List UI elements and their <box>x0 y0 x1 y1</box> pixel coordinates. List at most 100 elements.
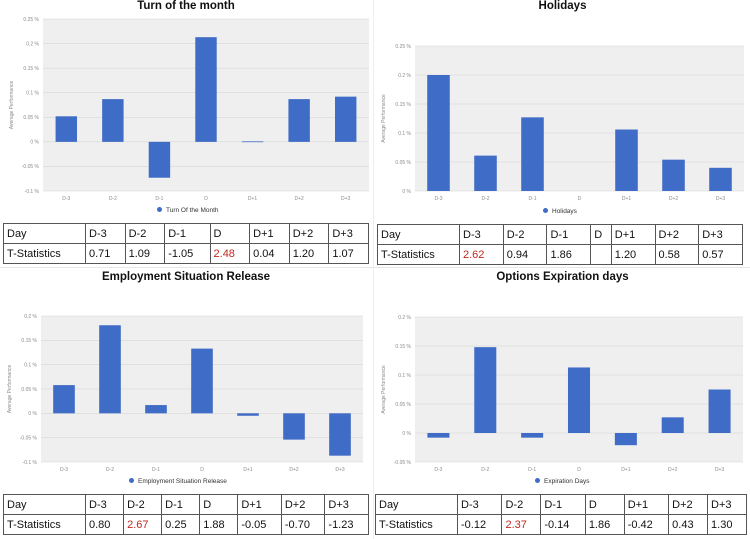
y-tick-label: 0.1 % <box>24 362 37 368</box>
x-tick-label: D+3 <box>335 467 345 473</box>
bar <box>148 141 171 178</box>
t-value-cell: 1.07 <box>328 243 369 264</box>
bar <box>567 367 591 433</box>
x-tick-label: D+1 <box>243 467 253 473</box>
t-statistics-table: Day D-3 D-2 D-1 D D+1 D+2 D+3 T-Statistics 0.71 1.… <box>3 223 369 264</box>
day-header-cell: D-3 <box>85 223 126 244</box>
panel-options-expiration-days: Options Expiration days -0.05 % 0 % 0.05 %… <box>375 268 750 539</box>
x-tick-label: D-2 <box>109 196 117 202</box>
y-tick-label: 0.2 % <box>398 73 411 79</box>
day-header-cell: D+2 <box>668 494 709 515</box>
row-label-t-statistics: T-Statistics <box>375 514 458 535</box>
y-tick-label: 0.15 % <box>23 66 39 72</box>
bar <box>474 347 497 433</box>
y-tick-label: 0.1 % <box>398 373 411 379</box>
t-value-cell: 1.88 <box>199 514 239 535</box>
t-value-cell: -0.42 <box>623 514 670 535</box>
legend-label: Expiration Days <box>544 478 590 485</box>
y-tick-label: 0.2 % <box>398 315 411 321</box>
row-label-t-statistics: T-Statistics <box>3 514 86 535</box>
legend-label: Holidays <box>552 208 577 215</box>
panel-turn-of-the-month: Turn of the month -0.1 % -0.05 % 0 % 0.05 %… <box>0 0 372 265</box>
legend-marker <box>157 207 162 212</box>
bar-chart-turn-of-the-month: -0.1 % -0.05 % 0 % 0.05 % 0.1 % 0.15 % 0.2 % 0.… <box>9 17 369 202</box>
y-tick-label: 0.05 % <box>21 387 37 393</box>
day-header-cell: D-2 <box>124 223 166 244</box>
bar <box>709 167 732 191</box>
bar <box>427 75 450 191</box>
x-tick-label: D-3 <box>434 196 442 202</box>
y-tick-label: 0 % <box>28 411 37 417</box>
plot-area <box>415 46 744 191</box>
chart-title: Options Expiration days <box>496 271 629 283</box>
t-statistics-table: Day D-3 D-2 D-1 D D+1 D+2 D+3 T-Statistics -0.12 2… <box>375 494 747 535</box>
bar <box>53 385 75 414</box>
t-statistics-table: Day D-3 D-2 D-1 D D+1 D+2 D+3 T-Statistics 2.62 0.… <box>377 224 743 265</box>
bar <box>288 99 310 142</box>
day-header-cell: D+1 <box>610 224 656 245</box>
table-header-row: Day D-3 D-2 D-1 D D+1 D+2 D+3 <box>3 223 369 244</box>
y-tick-label: -0.05 % <box>394 460 412 466</box>
t-value-cell: -1.05 <box>164 243 211 264</box>
chart-legend: Turn Of the Month <box>157 207 219 214</box>
y-axis-label: Average Performance <box>381 365 387 414</box>
row-label-day: Day <box>3 494 86 515</box>
day-header-cell: D <box>199 494 239 515</box>
x-tick-label: D-2 <box>481 467 489 473</box>
x-tick-label: D+1 <box>248 196 258 202</box>
day-header-cell: D+3 <box>698 224 743 245</box>
bar <box>99 325 121 414</box>
t-statistics-table: Day D-3 D-2 D-1 D D+1 D+2 D+3 T-Statistics 0.80 2.… <box>3 494 369 535</box>
day-header-cell: D-3 <box>459 224 504 245</box>
day-header-cell: D+1 <box>249 223 290 244</box>
t-value-cell: 0.58 <box>654 244 700 265</box>
x-tick-label: D <box>200 467 204 473</box>
x-tick-label: D+3 <box>715 467 725 473</box>
x-tick-label: D-1 <box>155 196 163 202</box>
legend-marker <box>535 478 540 483</box>
significant-t-value-cell: 2.67 <box>123 514 163 535</box>
bar <box>521 433 544 438</box>
y-tick-label: 0 % <box>402 189 411 195</box>
day-header-cell: D-2 <box>501 494 542 515</box>
y-axis-label: Average Performance <box>7 365 13 414</box>
legend-label: Turn Of the Month <box>166 207 219 214</box>
y-tick-label: 0.1 % <box>398 131 411 137</box>
quadrant-divider-horizontal <box>0 267 750 268</box>
x-tick-label: D-1 <box>152 467 160 473</box>
bar <box>521 117 544 191</box>
day-header-cell: D-1 <box>164 223 211 244</box>
x-tick-label: D+2 <box>289 467 299 473</box>
bar-chart-holidays: 0 % 0.05 % 0.1 % 0.15 % 0.2 % 0.25 % Average P… <box>381 44 744 202</box>
day-header-cell: D-1 <box>546 224 592 245</box>
bar <box>615 129 638 191</box>
day-header-cell: D-3 <box>456 494 503 515</box>
x-tick-label: D+3 <box>341 196 351 202</box>
x-tick-label: D-1 <box>528 196 536 202</box>
bar <box>474 155 497 191</box>
y-tick-label: 0.25 % <box>395 44 411 50</box>
y-axis-label: Average Performance <box>381 94 387 143</box>
x-tick-label: D-1 <box>528 467 536 473</box>
y-tick-label: -0.1 % <box>23 460 38 466</box>
x-tick-label: D <box>578 196 582 202</box>
x-tick-label: D+3 <box>716 196 726 202</box>
significant-t-value-cell: 2.37 <box>501 514 542 535</box>
bar <box>191 348 213 414</box>
x-tick-label: D <box>204 196 208 202</box>
bar <box>102 99 124 142</box>
y-tick-label: 0.05 % <box>23 115 39 121</box>
t-value-cell: -0.05 <box>237 514 282 535</box>
t-value-cell: 1.09 <box>124 243 166 264</box>
t-value-cell: 0.80 <box>84 514 125 535</box>
day-header-cell: D <box>209 223 251 244</box>
day-header-cell: D-1 <box>161 494 201 515</box>
t-value-cell: 1.30 <box>707 514 747 535</box>
bar <box>662 159 685 191</box>
legend-marker <box>543 208 548 213</box>
y-tick-label: -0.05 % <box>20 435 38 441</box>
bar <box>335 96 357 142</box>
bar <box>283 413 305 440</box>
y-tick-label: 0.2 % <box>26 41 39 47</box>
y-tick-label: 0 % <box>402 431 411 437</box>
